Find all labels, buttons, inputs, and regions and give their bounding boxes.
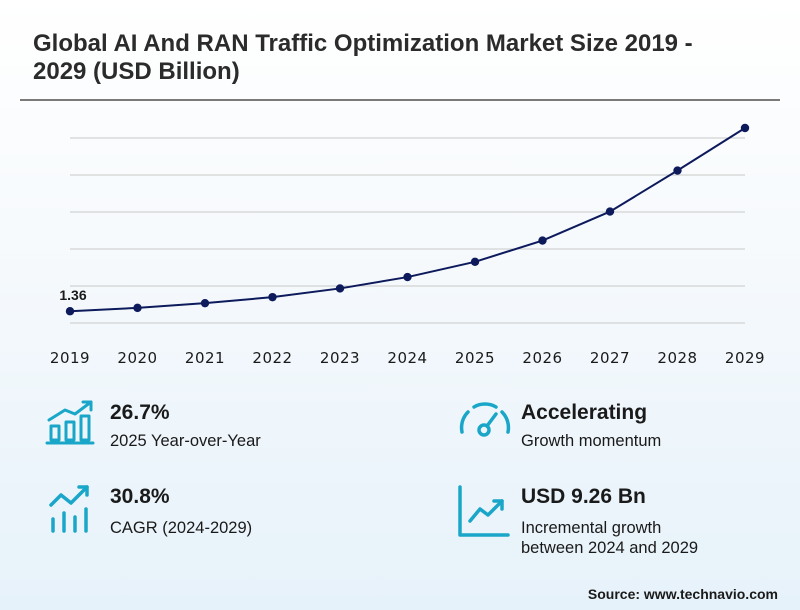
cagr-value: 30.8% — [110, 485, 170, 508]
x-tick-label: 2023 — [320, 349, 360, 367]
data-point — [133, 303, 142, 313]
incremental-value: USD 9.26 Bn — [521, 485, 646, 508]
momentum-label: Growth momentum — [521, 432, 662, 450]
x-tick-label: 2021 — [185, 349, 225, 367]
x-tick-label: 2029 — [725, 349, 765, 367]
data-point — [740, 123, 750, 133]
x-tick-label: 2024 — [387, 349, 427, 367]
data-points — [65, 123, 750, 316]
data-labels: 1.36 — [59, 287, 86, 303]
trend-chart-icon — [458, 485, 510, 537]
data-point — [335, 284, 345, 293]
data-point — [268, 292, 277, 302]
momentum-value: Accelerating — [521, 401, 648, 424]
x-tick-label: 2028 — [657, 349, 697, 367]
line-chart: 2019 2020 2021 2022 2023 2024 2025 2026 2027 2028… — [50, 123, 765, 367]
yoy-value: 26.7% — [110, 401, 170, 424]
x-tick-label: 2026 — [522, 349, 562, 367]
data-point — [605, 207, 615, 216]
stat-cagr: 30.8% CAGR (2024-2029) — [45, 483, 365, 543]
x-axis-ticks: 2019 2020 2021 2022 2023 2024 2025 2026 2027 2028… — [50, 349, 765, 367]
incremental-label: Incremental growth between 2024 and 2029 — [521, 518, 698, 558]
title-divider — [20, 99, 780, 101]
grid-lines — [70, 137, 745, 324]
data-point — [538, 236, 547, 245]
bar-growth-icon — [45, 400, 95, 445]
stat-incremental: USD 9.26 Bn Incremental growth between 2… — [458, 483, 778, 563]
stat-momentum: Accelerating Growth momentum — [458, 398, 778, 458]
data-point — [200, 298, 210, 308]
data-point — [403, 272, 412, 282]
x-tick-label: 2027 — [590, 349, 630, 367]
series-line — [69, 127, 746, 313]
source-credit: Source: www.technavio.com — [587, 586, 778, 602]
x-tick-label: 2019 — [50, 349, 90, 367]
data-point — [470, 257, 480, 267]
x-tick-label: 2020 — [117, 349, 157, 367]
data-point — [65, 307, 75, 316]
yoy-label: 2025 Year-over-Year — [110, 432, 261, 450]
data-label: 1.36 — [59, 287, 86, 303]
x-tick-label: 2025 — [455, 349, 495, 367]
gauge-icon — [459, 402, 511, 437]
incremental-label-line2: between 2024 and 2029 — [521, 539, 699, 557]
chart-title: Global AI And RAN Traffic Optimization M… — [33, 30, 693, 85]
x-tick-label: 2022 — [252, 349, 292, 367]
stat-yoy: 26.7% 2025 Year-over-Year — [45, 398, 365, 458]
trend-bars-icon — [49, 485, 89, 533]
incremental-label-line1: Incremental growth — [521, 519, 662, 537]
cagr-label: CAGR (2024-2029) — [110, 519, 253, 537]
data-point — [673, 166, 682, 175]
